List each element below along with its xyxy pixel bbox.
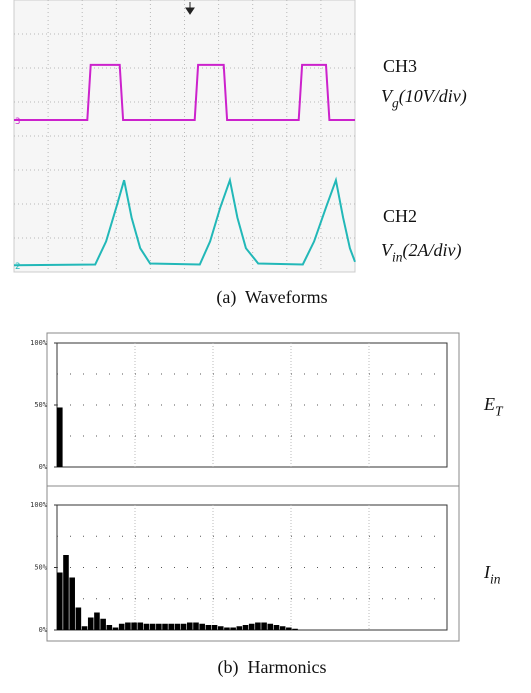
bar [248, 623, 255, 630]
bar [94, 612, 100, 630]
channel-marker: 3 [15, 117, 20, 127]
bar [242, 625, 249, 630]
channel-symbol: Vg(10V/div) [381, 86, 467, 110]
legend-name: CH3 [383, 56, 417, 76]
bar [217, 626, 224, 630]
bar [143, 623, 150, 630]
bar [162, 623, 168, 630]
bar [230, 627, 236, 630]
waveform [14, 63, 355, 121]
bar [187, 622, 193, 630]
y-tick-label: 0% [39, 463, 48, 471]
y-tick-label: 100% [30, 339, 48, 347]
bar [193, 622, 199, 630]
channel-symbol: Vin(2A/div) [381, 240, 462, 264]
waveform [13, 176, 356, 267]
bar [131, 622, 137, 630]
y-tick-label: 50% [34, 401, 47, 409]
bar [211, 625, 218, 630]
bar [224, 627, 230, 630]
bar [63, 555, 69, 630]
bar [57, 572, 63, 630]
bar [174, 623, 181, 630]
bar [100, 618, 106, 630]
bar [199, 623, 205, 630]
bar [168, 623, 175, 630]
channel-symbol: ET [483, 394, 504, 418]
bar [236, 626, 243, 630]
bar [149, 623, 156, 630]
bar [69, 577, 75, 630]
bar [273, 625, 280, 630]
y-tick-label: 100% [30, 501, 48, 509]
bar [180, 623, 187, 630]
bar [267, 623, 274, 630]
unit: (2A/div) [403, 240, 462, 261]
bar [87, 617, 94, 630]
legend-name: CH2 [383, 206, 417, 226]
harmonics-frame [46, 332, 460, 642]
bar [255, 622, 261, 630]
bar [286, 627, 292, 630]
bar [156, 623, 162, 630]
subscript: in [490, 571, 501, 586]
bar [125, 622, 131, 630]
symbol: V [381, 240, 394, 260]
bar [137, 622, 144, 630]
bar [106, 625, 113, 630]
bar [205, 625, 212, 630]
unit: (10V/div) [399, 86, 467, 107]
symbol: E [483, 394, 495, 414]
bar [81, 626, 88, 630]
symbol: V [381, 86, 394, 106]
channel-symbol: Iin [483, 562, 501, 586]
bar [261, 622, 267, 630]
subscript: g [392, 95, 399, 110]
y-tick-label: 0% [39, 626, 48, 634]
bar [279, 626, 286, 630]
caption: (a) Waveforms [216, 287, 327, 308]
bar [75, 607, 82, 630]
trigger-marker [185, 2, 195, 15]
bar [292, 628, 298, 630]
y-tick-label: 50% [34, 564, 47, 572]
bar [57, 407, 63, 467]
bar [112, 627, 119, 630]
subscript: in [392, 249, 403, 264]
bar [118, 623, 125, 630]
channel-marker: 2 [15, 262, 20, 272]
caption: (b) Harmonics [218, 657, 327, 678]
symbol: I [483, 562, 491, 582]
subscript: T [495, 403, 504, 418]
